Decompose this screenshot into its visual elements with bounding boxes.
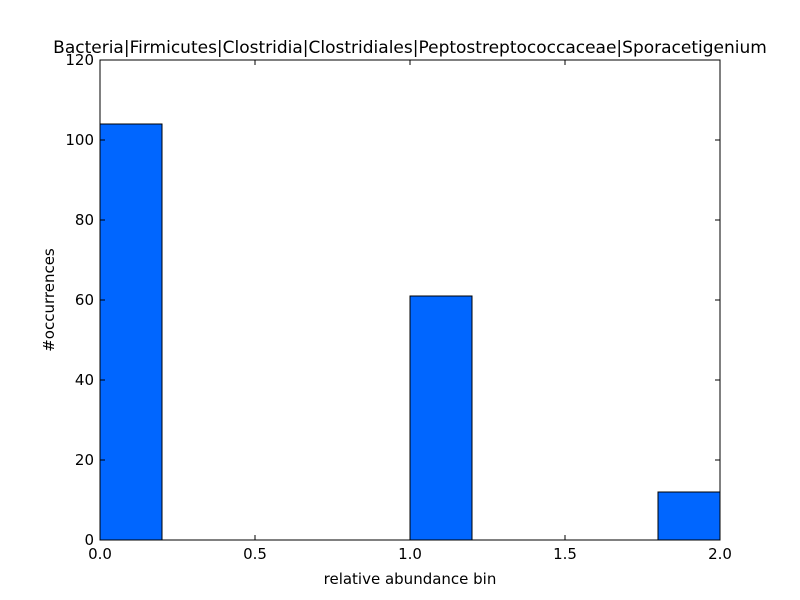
bars-group bbox=[99, 123, 721, 541]
x-tick-label: 1.5 bbox=[553, 545, 577, 563]
y-tick-label: 60 bbox=[75, 291, 94, 309]
y-tick-label: 100 bbox=[65, 131, 94, 149]
y-tick-label: 80 bbox=[75, 211, 94, 229]
histogram-bar-9 bbox=[657, 491, 721, 541]
x-tick-label: 0.5 bbox=[243, 545, 267, 563]
y-axis-label: #occurrences bbox=[40, 248, 58, 352]
chart-title: Bacteria|Firmicutes|Clostridia|Clostridi… bbox=[53, 38, 767, 58]
histogram-bar-5 bbox=[409, 295, 473, 541]
x-tick-label: 1.0 bbox=[398, 545, 422, 563]
x-axis-label: relative abundance bin bbox=[324, 570, 497, 588]
histogram-bar-0 bbox=[99, 123, 163, 541]
y-tick-label: 20 bbox=[75, 451, 94, 469]
x-tick-label: 2.0 bbox=[708, 545, 732, 563]
y-tick-label: 0 bbox=[84, 531, 94, 549]
y-tick-label: 120 bbox=[65, 51, 94, 69]
x-tick-label: 0.0 bbox=[88, 545, 112, 563]
y-axis-ticks: 0 20 40 60 80 100 120 bbox=[65, 51, 720, 549]
x-axis-ticks: 0.0 0.5 1.0 1.5 2.0 bbox=[88, 60, 732, 563]
y-tick-label: 40 bbox=[75, 371, 94, 389]
